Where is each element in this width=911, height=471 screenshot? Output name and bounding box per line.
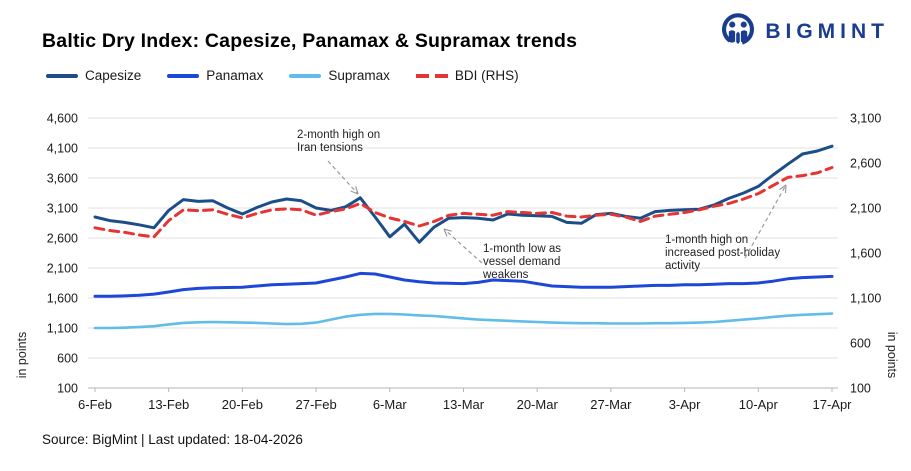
right-axis-tick-label: 600 (850, 337, 871, 351)
legend-swatch-supramax (289, 73, 322, 78)
annotation-arrowhead (443, 228, 452, 232)
annotation-arrowhead (355, 186, 359, 195)
left-axis-tick-label: 4,100 (47, 142, 78, 156)
legend-item-panamax: Panamax (167, 68, 263, 83)
series-line-capesize (93, 144, 834, 244)
x-axis-tick-label: 17-Apr (812, 397, 852, 412)
annotation-arrowhead (350, 190, 359, 195)
brand-name: BIGMINT (765, 20, 889, 43)
series-line-supramax (93, 312, 834, 330)
annotation-arrowhead (784, 184, 787, 194)
right-axis-tick-label: 100 (850, 382, 871, 396)
legend-label-supramax: Supramax (328, 68, 390, 83)
left-axis-tick-label: 1,600 (47, 292, 78, 306)
line-chart: 4,600 4,100 3,600 3,100 2,600 2,100 1,600 1,100… (47, 112, 882, 413)
annotation-text: 2-month high on (297, 129, 380, 141)
legend-label-panamax: Panamax (206, 68, 264, 83)
chart-legend: Capesize Panamax Supramax BDI (RHS) (46, 68, 519, 83)
legend-item-bdi: BDI (RHS) (415, 68, 519, 83)
left-axis-tick-label: 4,600 (47, 112, 78, 126)
left-axis-tick-label: 3,100 (47, 202, 78, 216)
x-axis-tick-label: 13-Feb (148, 397, 189, 412)
left-axis-tick-label: 1,100 (47, 322, 78, 336)
x-axis-tick-label: 27-Mar (590, 397, 632, 412)
legend-swatch-panamax (167, 73, 200, 78)
chart-area: in points in points 4,600 4,100 3,600 3,100… (0, 105, 911, 445)
x-axis-tick-label: 27-Feb (295, 397, 336, 412)
x-axis-tick-label: 6-Feb (78, 397, 112, 412)
legend-item-supramax: Supramax (289, 68, 390, 83)
right-axis-title: in points (885, 331, 899, 379)
right-axis-tick-label: 3,100 (850, 112, 881, 126)
legend-label-capesize: Capesize (85, 68, 142, 83)
x-axis-tick-label: 20-Mar (517, 397, 559, 412)
annotation-text: 1-month low as (483, 243, 561, 255)
x-axis-tick-label: 6-Mar (373, 397, 408, 412)
x-axis-tick-label: 20-Feb (222, 397, 263, 412)
left-axis-title: in points (15, 331, 29, 379)
bigmint-icon (722, 13, 755, 46)
series-line-bdi-rhs (93, 166, 834, 239)
left-axis-tick-label: 100 (57, 382, 78, 396)
right-axis-tick-label: 1,600 (850, 247, 881, 261)
brand-logo: BIGMINT (720, 12, 889, 52)
right-axis-tick-label: 2,100 (850, 202, 881, 216)
left-axis-tick-label: 3,600 (47, 172, 78, 186)
annotation-text: increased post-holiday (665, 247, 780, 259)
annotation-arrow (443, 228, 483, 264)
series-line-panamax (93, 271, 834, 298)
annotation-text: activity (665, 260, 700, 272)
right-axis-tick-label: 1,100 (850, 292, 881, 306)
left-axis-tick-label: 600 (57, 352, 78, 366)
annotation-arrowhead (779, 184, 787, 191)
annotation-text: Iran tensions (297, 142, 363, 154)
source-note: Source: BigMint | Last updated: 18-04-20… (42, 432, 303, 447)
x-axis-tick-label: 13-Mar (443, 397, 485, 412)
page-title: Baltic Dry Index: Capesize, Panamax & Su… (42, 30, 578, 52)
annotation-arrowhead (443, 228, 448, 237)
x-axis-tick-label: 3-Apr (669, 397, 701, 412)
annotation-text: 1-month high on (665, 234, 748, 246)
annotation-text: vessel demand (483, 256, 560, 268)
x-axis-tick-label: 10-Apr (739, 397, 779, 412)
left-axis-tick-label: 2,600 (47, 232, 78, 246)
legend-swatch-capesize (46, 73, 78, 78)
right-axis-tick-label: 2,600 (850, 157, 881, 171)
left-axis-tick-label: 2,100 (47, 262, 78, 276)
legend-swatch-bdi (415, 73, 448, 78)
legend-label-bdi: BDI (RHS) (454, 68, 519, 83)
legend-item-capesize: Capesize (46, 68, 141, 83)
annotation-text: weakens (482, 269, 529, 281)
annotation-arrow (327, 160, 359, 195)
